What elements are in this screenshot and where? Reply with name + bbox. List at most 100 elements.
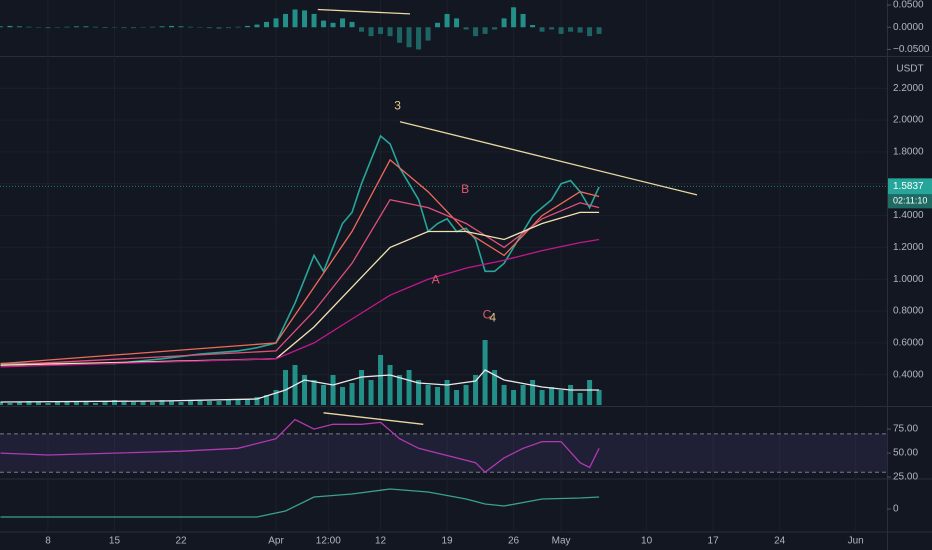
marks: 3 B A C4 bbox=[0, 7, 698, 518]
series-line bbox=[0, 198, 600, 366]
trendline bbox=[323, 412, 424, 425]
bar bbox=[378, 355, 384, 405]
bar bbox=[207, 401, 213, 405]
series-line bbox=[0, 488, 600, 518]
bar bbox=[340, 18, 346, 28]
y-tick-label: 75.00 bbox=[893, 424, 918, 435]
bar bbox=[387, 27, 393, 37]
bar bbox=[131, 402, 137, 405]
price-label: 1.5837 bbox=[893, 181, 924, 192]
bar bbox=[558, 390, 564, 405]
y-tick-label: 2.0000 bbox=[893, 115, 924, 126]
bar bbox=[596, 390, 602, 405]
y-tick-label: 1.0000 bbox=[893, 274, 924, 285]
bar bbox=[92, 403, 98, 405]
bar bbox=[311, 13, 317, 28]
bar bbox=[178, 26, 184, 28]
grid bbox=[0, 4, 891, 510]
y-tick-label: 1.4000 bbox=[893, 210, 924, 221]
bar bbox=[492, 27, 498, 30]
y-tick-label: −0.0500 bbox=[893, 44, 930, 55]
trendline bbox=[317, 8, 411, 15]
bar bbox=[482, 340, 488, 405]
wave-label: A bbox=[432, 272, 440, 286]
bar bbox=[311, 380, 317, 405]
bar bbox=[454, 390, 460, 405]
bar bbox=[340, 387, 346, 405]
bar bbox=[568, 27, 574, 32]
bar bbox=[530, 380, 536, 405]
bar bbox=[368, 27, 374, 37]
bar bbox=[501, 18, 507, 28]
x-tick-label: 17 bbox=[708, 536, 720, 547]
bar bbox=[35, 402, 41, 405]
y-tick-label: 0 bbox=[893, 504, 899, 515]
bar bbox=[587, 380, 593, 405]
bar bbox=[425, 385, 431, 405]
series-line bbox=[0, 418, 600, 474]
bar bbox=[321, 20, 327, 28]
bar bbox=[359, 27, 365, 32]
bar bbox=[539, 390, 545, 405]
x-tick-label: 8 bbox=[45, 536, 51, 547]
bar bbox=[435, 387, 441, 405]
bar bbox=[73, 26, 79, 28]
bar bbox=[330, 375, 336, 405]
bar bbox=[435, 22, 441, 28]
y-tick-label: 0.8000 bbox=[893, 306, 924, 317]
bar bbox=[577, 393, 583, 405]
series-line bbox=[0, 369, 600, 403]
bar bbox=[0, 402, 3, 405]
bar bbox=[150, 402, 156, 405]
bar bbox=[397, 27, 403, 43]
wave-label: 3 bbox=[394, 99, 401, 113]
bar bbox=[54, 27, 60, 28]
bar bbox=[406, 27, 412, 48]
bar bbox=[511, 390, 517, 405]
bar bbox=[140, 401, 146, 405]
bar bbox=[207, 27, 213, 29]
bar bbox=[197, 27, 203, 28]
wave-label: C bbox=[483, 308, 492, 322]
bar bbox=[416, 27, 422, 50]
bar bbox=[64, 402, 70, 405]
bar bbox=[530, 25, 536, 28]
bar bbox=[349, 21, 355, 28]
bar bbox=[54, 402, 60, 405]
bar bbox=[482, 27, 488, 34]
bar bbox=[245, 399, 251, 405]
bar bbox=[216, 401, 222, 405]
bar bbox=[254, 24, 260, 28]
bar bbox=[140, 27, 146, 28]
bar bbox=[539, 27, 545, 32]
bar bbox=[73, 401, 79, 405]
x-tick-label: Jun bbox=[848, 536, 864, 547]
bar bbox=[102, 27, 108, 28]
bar bbox=[558, 27, 564, 34]
bar bbox=[111, 400, 117, 405]
y-tick-label: 25.00 bbox=[893, 472, 918, 483]
series-line bbox=[0, 238, 600, 368]
bar bbox=[511, 7, 517, 28]
bar bbox=[264, 395, 270, 405]
bar bbox=[83, 26, 89, 28]
bar bbox=[454, 18, 460, 28]
bar bbox=[178, 402, 184, 405]
trendline bbox=[399, 121, 698, 196]
bar bbox=[302, 10, 308, 28]
bar bbox=[302, 375, 308, 405]
bar bbox=[254, 397, 260, 405]
bar bbox=[226, 27, 232, 29]
x-tick-label: 12 bbox=[375, 536, 387, 547]
bar bbox=[92, 26, 98, 28]
bar bbox=[283, 13, 289, 28]
bar bbox=[235, 26, 241, 28]
bar bbox=[568, 385, 574, 405]
y-tick-label: 0.0000 bbox=[893, 22, 924, 33]
bar bbox=[321, 385, 327, 405]
bar bbox=[64, 26, 70, 28]
bar bbox=[387, 365, 393, 405]
bar bbox=[501, 385, 507, 405]
bar bbox=[549, 27, 555, 30]
bar bbox=[359, 370, 365, 405]
